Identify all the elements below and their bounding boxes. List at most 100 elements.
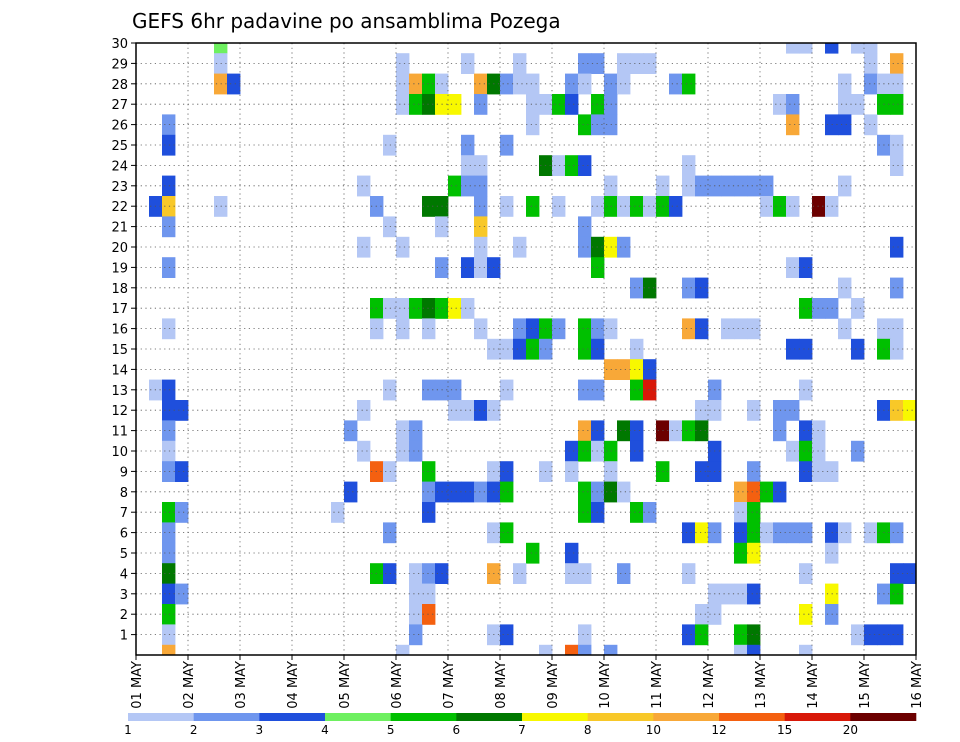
colorbar-label: 15: [777, 723, 792, 737]
heatmap-cell: [162, 257, 176, 278]
heatmap-cell: [513, 563, 527, 584]
heatmap-cell: [383, 563, 397, 584]
heatmap-cell: [578, 440, 592, 462]
heatmap-cell: [409, 73, 423, 95]
heatmap-cell: [396, 318, 410, 340]
heatmap-cell: [500, 522, 514, 544]
colorbar-label: 2: [190, 723, 198, 737]
heatmap-cell: [383, 134, 397, 156]
colorbar-label: 6: [453, 723, 461, 737]
colorbar-label: 8: [584, 723, 592, 737]
heatmap-cell: [721, 175, 735, 197]
heatmap-cell: [747, 481, 761, 503]
heatmap-cell: [630, 502, 644, 523]
heatmap-cell: [422, 196, 436, 217]
grid-lines: [136, 42, 916, 655]
heatmap-cell: [162, 216, 176, 238]
heatmap-cell: [747, 644, 761, 656]
heatmap-cell: [903, 563, 917, 584]
heatmap-cell: [474, 236, 488, 258]
x-tick-label: 03 MAY: [234, 661, 249, 709]
heatmap-cell: [851, 624, 865, 646]
heatmap-cell: [461, 257, 475, 278]
y-tick-label: 28: [111, 78, 128, 93]
heatmap-cell: [461, 175, 475, 197]
heatmap-cell: [448, 298, 462, 319]
heatmap-cell: [474, 94, 488, 115]
heatmap-cell: [474, 481, 488, 503]
y-tick-label: 2: [120, 608, 128, 623]
heatmap-cell: [175, 400, 189, 421]
heatmap-cell: [903, 400, 917, 421]
heatmap-cell: [695, 318, 709, 340]
heatmap-cell: [695, 175, 709, 197]
colorbar-swatch: [653, 713, 720, 721]
heatmap-cell: [175, 583, 189, 605]
heatmap-cell: [526, 318, 540, 340]
colorbar-label: 7: [518, 723, 526, 737]
heatmap-cell: [396, 53, 410, 74]
heatmap-cell: [578, 624, 592, 646]
heatmap-cell: [422, 461, 436, 482]
y-tick-label: 20: [111, 241, 128, 256]
heatmap-cell: [422, 604, 436, 625]
heatmap-cell: [162, 318, 176, 340]
heatmap-cell: [695, 277, 709, 299]
heatmap-cell: [539, 644, 553, 656]
colorbar-label: 5: [387, 723, 395, 737]
heatmap-cell: [383, 522, 397, 544]
heatmap-cell: [669, 420, 683, 442]
heatmap-cell: [396, 420, 410, 442]
x-tick-label: 16 MAY: [910, 661, 925, 709]
heatmap-cell: [838, 522, 852, 544]
y-tick-label: 26: [111, 119, 128, 134]
heatmap-cell: [474, 216, 488, 238]
heatmap-cell: [383, 216, 397, 238]
heatmap-cell: [799, 298, 813, 319]
heatmap-cell: [396, 94, 410, 115]
heatmap-cell: [474, 73, 488, 95]
heatmap-cell: [175, 502, 189, 523]
y-tick-label: 30: [111, 37, 128, 52]
colorbar-label: 20: [843, 723, 858, 737]
heatmap-cell: [734, 522, 748, 544]
colorbar-label: 4: [321, 723, 329, 737]
y-tick-label: 27: [111, 98, 128, 113]
heatmap-cell: [162, 583, 176, 605]
colorbar: 1 2 3 4 5 6 7 8 10 12 15 20: [124, 713, 917, 737]
heatmap-cell: [890, 53, 904, 74]
heatmap-cell: [799, 257, 813, 278]
heatmap-cell: [851, 43, 865, 54]
heatmap-cells: [149, 43, 917, 656]
y-tick-label: 16: [111, 323, 128, 338]
heatmap-cell: [747, 624, 761, 646]
heatmap-cell: [799, 43, 813, 54]
y-tick-label: 5: [120, 547, 128, 562]
heatmap-cell: [162, 379, 176, 401]
heatmap-cell: [162, 542, 176, 564]
colorbar-label: 1: [124, 723, 132, 737]
heatmap-cell: [461, 400, 475, 421]
heatmap-cell: [747, 583, 761, 605]
y-tick-label: 24: [111, 159, 128, 174]
heatmap-cell: [474, 400, 488, 421]
colorbar-label: 3: [256, 723, 264, 737]
heatmap-cell: [851, 298, 865, 319]
heatmap-cell: [786, 522, 800, 544]
heatmap-cell: [344, 481, 358, 503]
heatmap-cell: [682, 175, 696, 197]
heatmap-cell: [565, 644, 579, 656]
heatmap-cell: [734, 624, 748, 646]
x-tick-label: 13 MAY: [754, 661, 769, 709]
heatmap-cell: [786, 440, 800, 462]
heatmap-cell: [630, 53, 644, 74]
x-tick-label: 11 MAY: [650, 661, 665, 709]
heatmap-cell: [643, 359, 657, 380]
heatmap-cell: [461, 155, 475, 176]
x-tick-label: 04 MAY: [286, 661, 301, 709]
heatmap-cell: [799, 644, 813, 656]
heatmap-cell: [786, 400, 800, 421]
heatmap-cell: [474, 196, 488, 217]
colorbar-swatch: [784, 713, 851, 721]
